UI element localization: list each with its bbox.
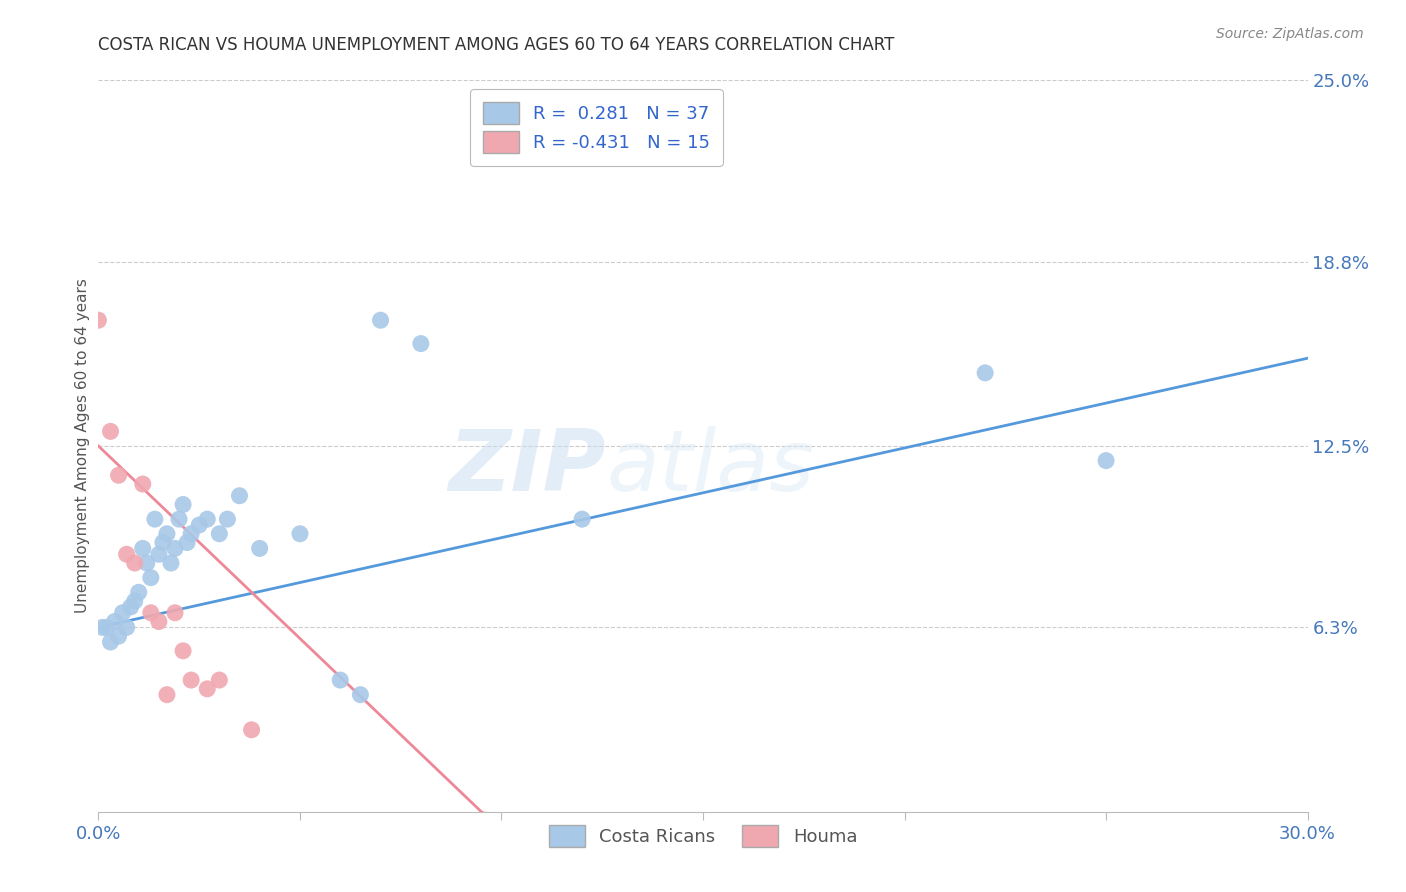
Point (124, 594, 146, 608)
Point (100, 635, 122, 649)
Point (208, 526, 231, 541)
Point (115, 620, 138, 634)
Point (188, 518, 211, 533)
Point (228, 489, 250, 503)
Point (172, 498, 194, 512)
Point (143, 512, 166, 526)
Point (163, 606, 186, 620)
Point (115, 547, 138, 561)
Point (132, 477, 155, 491)
Y-axis label: Unemployment Among Ages 60 to 64 years: Unemployment Among Ages 60 to 64 years (75, 278, 90, 614)
Point (107, 468, 129, 483)
Text: Source: ZipAtlas.com: Source: ZipAtlas.com (1216, 27, 1364, 41)
Point (180, 673, 202, 687)
Point (208, 673, 231, 687)
Point (1095, 453, 1118, 467)
Point (172, 644, 194, 658)
Point (120, 599, 142, 614)
Point (195, 512, 218, 526)
Point (96, 620, 118, 634)
Point (217, 512, 239, 526)
Point (139, 606, 162, 620)
Point (100, 425, 122, 439)
Point (160, 556, 183, 570)
Point (148, 547, 170, 561)
Point (167, 512, 190, 526)
Point (103, 615, 125, 629)
Point (974, 366, 997, 380)
Point (409, 336, 432, 351)
Point (139, 571, 162, 585)
Point (249, 541, 271, 556)
Point (128, 585, 150, 599)
Point (111, 606, 134, 620)
Point (124, 556, 146, 570)
Point (180, 526, 202, 541)
Point (148, 615, 170, 629)
Text: COSTA RICAN VS HOUMA UNEMPLOYMENT AMONG AGES 60 TO 64 YEARS CORRELATION CHART: COSTA RICAN VS HOUMA UNEMPLOYMENT AMONG … (98, 36, 894, 54)
Point (240, 723, 263, 737)
Point (288, 526, 311, 541)
Point (571, 512, 593, 526)
Legend: Costa Ricans, Houma: Costa Ricans, Houma (534, 810, 872, 861)
Point (176, 535, 198, 549)
Point (135, 556, 157, 570)
Point (163, 541, 186, 556)
Point (156, 688, 179, 702)
Point (370, 313, 392, 327)
Point (156, 526, 179, 541)
Point (87, 313, 110, 327)
Point (329, 673, 352, 687)
Point (195, 681, 218, 696)
Text: ZIP: ZIP (449, 426, 606, 509)
Point (152, 535, 174, 549)
Text: atlas: atlas (606, 426, 814, 509)
Point (91, 620, 114, 634)
Point (107, 629, 129, 643)
Point (349, 688, 371, 702)
Point (132, 541, 155, 556)
